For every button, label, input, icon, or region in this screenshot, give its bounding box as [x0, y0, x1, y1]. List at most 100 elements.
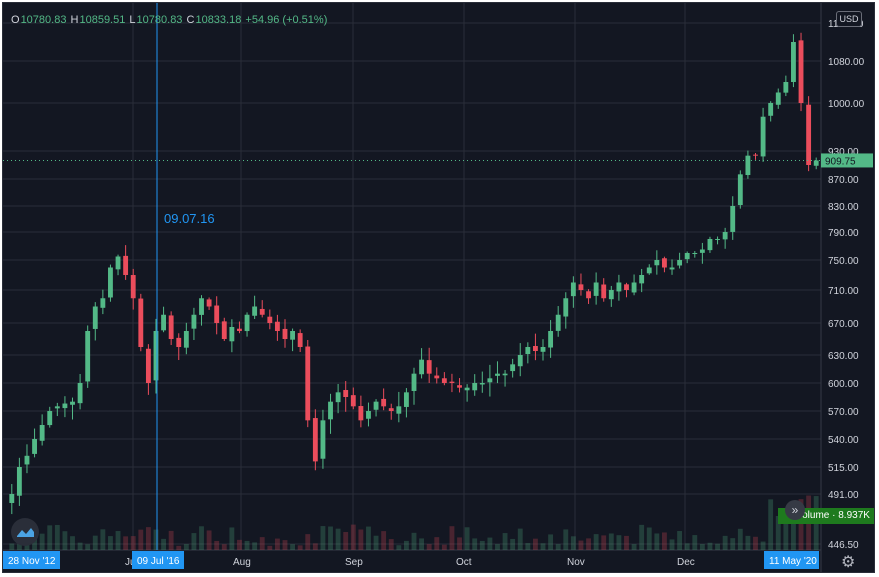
- price-axis-label: 870.00: [828, 175, 859, 186]
- start-date-badge: 28 Nov '12: [8, 556, 56, 567]
- candle-body: [161, 314, 166, 331]
- volume-bar: [669, 539, 675, 550]
- time-axis-label: Oct: [456, 557, 472, 568]
- volume-bar: [350, 524, 356, 550]
- candle-body: [274, 321, 280, 331]
- crosshair-annotation: 09.07.16: [164, 211, 215, 226]
- candle-body: [639, 275, 645, 284]
- volume-bar: [775, 515, 781, 550]
- candle-body: [366, 411, 371, 419]
- volume-bar: [221, 544, 227, 550]
- candle-body: [586, 291, 591, 299]
- candle-body: [669, 267, 675, 270]
- volume-bar: [305, 534, 311, 550]
- end-date-badge: 11 May '20: [769, 556, 817, 567]
- volume-bar: [259, 537, 265, 550]
- candle-body: [320, 420, 326, 459]
- volume-bar: [47, 525, 53, 550]
- candle-body: [32, 439, 37, 454]
- volume-bar: [684, 543, 690, 550]
- candle-body: [9, 494, 15, 503]
- volume-bar: [62, 531, 68, 550]
- last-price-badge: [821, 153, 873, 168]
- currency-badge[interactable]: USD: [836, 11, 862, 27]
- candle-body: [578, 284, 584, 290]
- volume-bar: [411, 532, 417, 550]
- candle-body: [616, 282, 622, 292]
- double-chevron-right-icon[interactable]: »: [785, 500, 805, 520]
- chart-canvas[interactable]: 1120.001080.001000.00930.00870.00830.007…: [3, 3, 875, 573]
- volume-bar: [745, 535, 751, 550]
- candle-body: [783, 82, 789, 93]
- volume-bar: [798, 499, 804, 550]
- volume-bar: [525, 543, 531, 550]
- candle-body: [176, 337, 182, 347]
- candle-body: [745, 155, 751, 176]
- volume-bar: [85, 544, 91, 550]
- candle-body: [624, 284, 629, 290]
- volume-bar: [639, 524, 645, 550]
- candle-body: [191, 314, 197, 329]
- candle-body: [100, 298, 106, 308]
- candle-body: [252, 306, 258, 316]
- volume-bar: [692, 535, 698, 550]
- candle-body: [791, 42, 796, 83]
- volume-bar: [570, 536, 576, 550]
- candle-body: [16, 467, 22, 496]
- volume-bar: [601, 535, 607, 550]
- volume-bar: [343, 532, 349, 550]
- volume-bar: [153, 529, 159, 550]
- candle-body: [123, 255, 129, 275]
- candle-body: [631, 282, 637, 293]
- candle-body: [798, 40, 804, 103]
- candle-body: [153, 331, 159, 381]
- volume-bar: [161, 538, 166, 550]
- candle-body: [47, 411, 53, 426]
- volume-bar: [768, 499, 774, 550]
- candle-body: [441, 378, 447, 383]
- candle-body: [487, 378, 493, 383]
- volume-bar: [138, 529, 144, 550]
- candle-body: [570, 282, 576, 297]
- price-axis-label: 1080.00: [828, 57, 865, 68]
- close-label: C: [186, 14, 195, 26]
- candle-body: [138, 298, 144, 347]
- candle-body: [608, 290, 614, 300]
- volume-bar: [449, 526, 455, 550]
- volume-bar: [654, 533, 660, 550]
- volume-bar: [282, 540, 288, 550]
- low-value: 10780.83: [136, 14, 183, 26]
- volume-bar: [199, 526, 204, 550]
- candle-body: [388, 408, 394, 411]
- price-axis-label: 670.00: [828, 319, 859, 330]
- price-axis-label: 446.50: [828, 540, 859, 551]
- volume-bar: [555, 544, 561, 550]
- high-value: 10859.51: [79, 14, 126, 26]
- volume-bar: [328, 526, 333, 550]
- candle-body: [730, 206, 736, 232]
- volume-bar: [237, 539, 242, 550]
- volume-bar: [39, 533, 45, 550]
- candle-body: [593, 282, 599, 296]
- start-date-badge-bg: [3, 551, 60, 569]
- volume-bar: [130, 536, 136, 550]
- volume-bar: [730, 538, 736, 550]
- tradingview-logo-icon[interactable]: [11, 518, 39, 546]
- gear-icon[interactable]: ⚙: [841, 554, 856, 571]
- volume-bar: [274, 538, 280, 550]
- volume-bar: [616, 535, 622, 550]
- volume-bar: [791, 515, 796, 550]
- time-axis-label: Nov: [567, 557, 585, 568]
- candle-body: [426, 360, 432, 374]
- candle-body: [555, 314, 561, 331]
- price-axis-label: 491.00: [828, 490, 859, 501]
- volume-bar: [753, 536, 758, 550]
- candle-body: [358, 406, 364, 421]
- price-axis-label: 515.00: [828, 463, 859, 474]
- candle-body: [495, 373, 500, 376]
- candle-body: [168, 315, 174, 339]
- volume-bar: [290, 544, 296, 550]
- candle-body: [244, 314, 250, 332]
- candle-body: [130, 275, 136, 299]
